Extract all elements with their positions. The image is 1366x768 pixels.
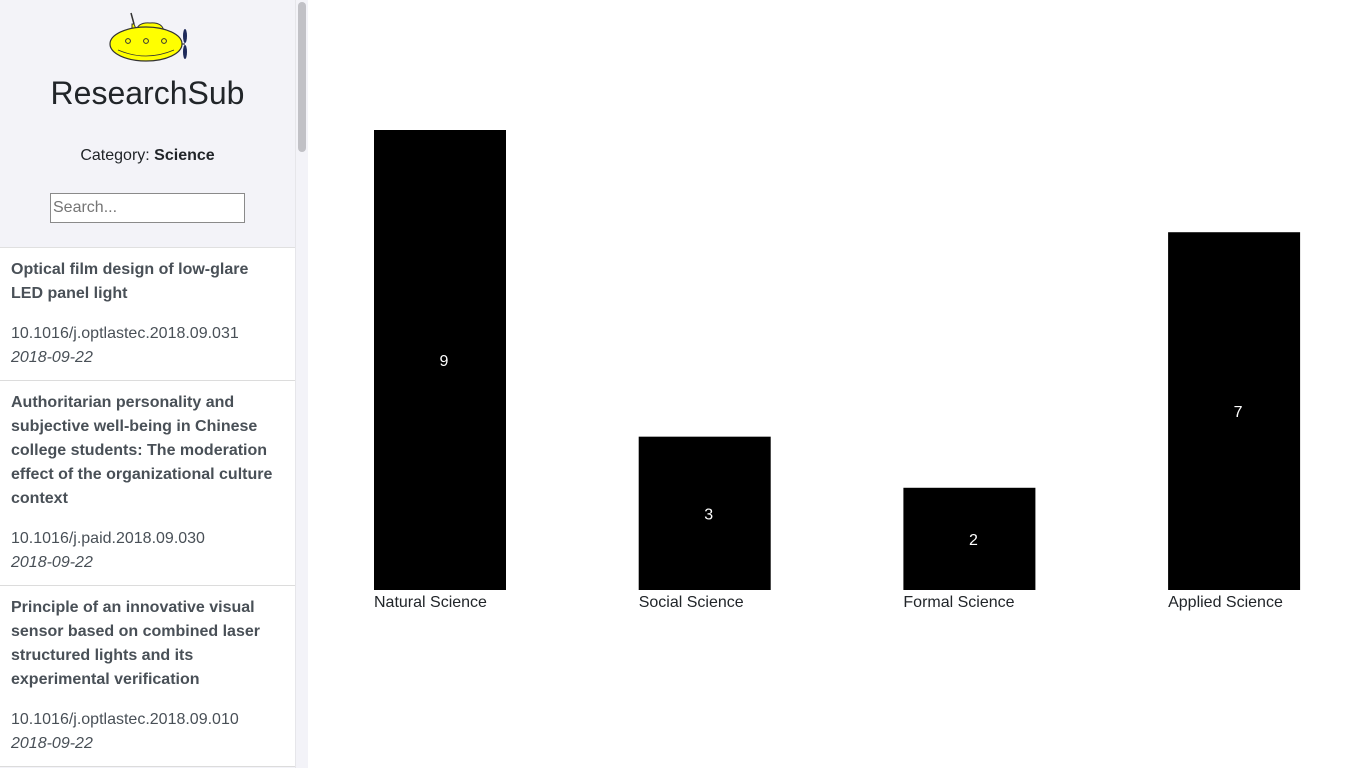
bar-value-label: 7 [1234, 404, 1243, 421]
bar-value-label: 3 [704, 506, 713, 523]
paper-doi: 10.1016/j.paid.2018.09.030 [11, 530, 205, 547]
paper-doi: 10.1016/j.optlastec.2018.09.031 [11, 325, 239, 342]
bar-value-label: 9 [440, 353, 449, 370]
sidebar: ResearchSub Category: Science Optical fi… [0, 0, 295, 768]
paper-list-item[interactable]: Principle of an innovative visual sensor… [0, 586, 295, 767]
submarine-logo-icon [109, 12, 187, 62]
bar-social-science [638, 436, 771, 590]
scrollbar-thumb[interactable] [298, 2, 306, 152]
category-tick-label: Natural Science [374, 594, 487, 611]
paper-list-item[interactable]: Optical film design of low-glare LED pan… [0, 248, 295, 381]
paper-title: Principle of an innovative visual sensor… [11, 599, 260, 688]
paper-title: Optical film design of low-glare LED pan… [11, 261, 249, 302]
bar-value-label: 2 [969, 532, 978, 549]
paper-doi: 10.1016/j.optlastec.2018.09.010 [11, 711, 239, 728]
category-label: Category: [80, 147, 150, 164]
paper-list: Optical film design of low-glare LED pan… [0, 247, 295, 767]
sidebar-scrollbar[interactable] [295, 0, 308, 768]
category-value: Science [154, 147, 215, 164]
category-bar-chart: 9 Natural Science 3 Social Science 2 Formal S… [374, 130, 1301, 611]
paper-date: 2018-09-22 [11, 349, 93, 366]
paper-list-item[interactable]: Authoritarian personality and subjective… [0, 381, 295, 586]
category-tick-label: Formal Science [903, 594, 1014, 611]
paper-title: Authoritarian personality and subjective… [11, 394, 273, 507]
paper-date: 2018-09-22 [11, 554, 93, 571]
paper-date: 2018-09-22 [11, 735, 93, 752]
bar-natural-science [374, 130, 506, 590]
category-indicator: Category: Science [0, 147, 295, 165]
app-title: ResearchSub [50, 75, 245, 111]
search-input[interactable] [50, 193, 245, 223]
bar-formal-science [903, 487, 1036, 590]
category-tick-label: Applied Science [1168, 594, 1283, 611]
category-tick-label: Social Science [639, 594, 744, 611]
bar-applied-science [1168, 232, 1301, 590]
